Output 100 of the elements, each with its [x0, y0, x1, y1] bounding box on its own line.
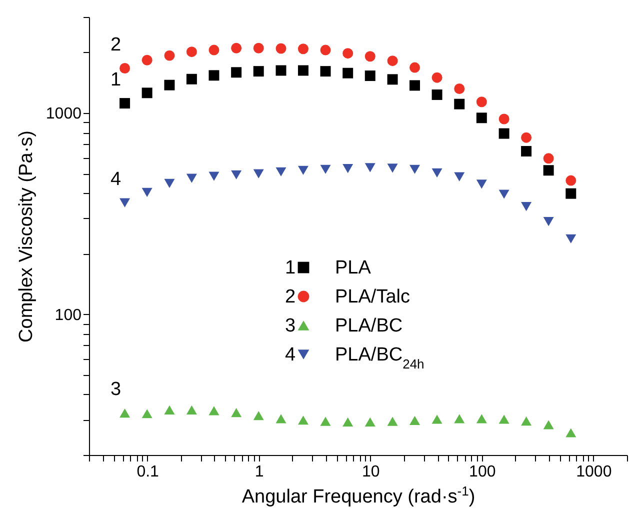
annotation: 1 — [285, 258, 296, 278]
point — [454, 84, 465, 94]
point — [320, 416, 331, 426]
point — [566, 188, 576, 199]
legend-label: PLA/BC$_{24h}$ — [335, 344, 424, 371]
point — [253, 42, 264, 54]
point — [387, 416, 398, 426]
point — [521, 416, 532, 426]
point — [276, 65, 286, 76]
point — [298, 166, 308, 175]
point — [454, 414, 465, 424]
legend-label: PLA — [335, 258, 372, 278]
point — [543, 217, 554, 226]
x-tick-label: 100 — [469, 464, 496, 480]
point — [543, 165, 554, 176]
point — [120, 198, 130, 208]
point — [364, 51, 376, 62]
point — [186, 174, 197, 183]
point — [342, 417, 354, 426]
point — [387, 74, 398, 85]
point — [410, 62, 420, 73]
point — [208, 406, 220, 416]
annotation: 4 — [110, 168, 122, 190]
legend-label: PLA/Talc — [335, 286, 410, 308]
annotation: 3 — [110, 379, 122, 400]
point — [454, 98, 465, 110]
point — [364, 163, 376, 172]
point — [342, 164, 354, 174]
point — [566, 428, 576, 438]
x-tick-label: 10 — [362, 464, 380, 480]
point — [231, 170, 242, 180]
x-tick-label: 0.1 — [136, 464, 160, 480]
x-axis-title: Angular Frequency (rad·s$^{-1}$) — [242, 483, 476, 508]
point — [208, 70, 220, 81]
point — [276, 414, 286, 424]
point — [120, 63, 130, 74]
point — [410, 164, 420, 174]
point — [231, 42, 242, 54]
point — [387, 164, 398, 173]
point — [410, 416, 420, 425]
x-tick-label: 1 — [254, 464, 264, 480]
annotation: 2 — [110, 34, 122, 56]
point — [476, 414, 487, 424]
point — [142, 409, 152, 418]
point — [543, 420, 554, 430]
point — [432, 89, 442, 100]
x-tick-label: 1000 — [576, 464, 612, 480]
point — [521, 132, 532, 143]
point — [521, 146, 532, 156]
point — [476, 112, 487, 124]
annotation: 4 — [285, 344, 296, 366]
annotation: 2 — [285, 286, 296, 308]
point — [253, 411, 264, 420]
point — [566, 234, 576, 244]
point — [298, 44, 308, 54]
point — [543, 153, 554, 164]
point — [231, 408, 242, 418]
point — [120, 408, 130, 418]
point — [142, 188, 152, 198]
point — [276, 43, 286, 54]
point — [186, 46, 197, 58]
point — [476, 180, 487, 189]
point — [208, 172, 220, 181]
point — [186, 74, 197, 84]
point — [253, 66, 264, 77]
point — [298, 65, 308, 76]
point — [276, 167, 286, 176]
point — [410, 80, 420, 91]
point — [498, 114, 510, 124]
point — [521, 202, 532, 212]
point — [342, 48, 354, 59]
point — [253, 169, 264, 178]
point — [164, 405, 175, 414]
annotation: 1 — [110, 69, 122, 90]
point — [142, 54, 152, 66]
point — [320, 164, 331, 174]
point — [498, 414, 510, 424]
point — [164, 50, 175, 61]
legend-label: PLA/BC — [335, 316, 403, 336]
point — [142, 88, 152, 98]
y-axis-title: Complex Viscosity (Pa·s) — [16, 130, 37, 342]
point — [498, 128, 510, 139]
point — [320, 44, 331, 56]
point — [387, 56, 398, 66]
point — [566, 175, 576, 186]
point — [164, 178, 175, 188]
point — [342, 68, 354, 78]
point — [320, 66, 331, 77]
point — [186, 405, 197, 414]
point — [120, 98, 130, 109]
point — [432, 414, 442, 424]
point — [298, 416, 308, 425]
point — [364, 70, 376, 81]
point — [476, 96, 487, 108]
point — [498, 190, 510, 199]
point — [231, 67, 242, 78]
point — [432, 168, 442, 178]
annotation: 3 — [285, 316, 296, 336]
point — [454, 172, 465, 182]
point — [164, 80, 175, 90]
